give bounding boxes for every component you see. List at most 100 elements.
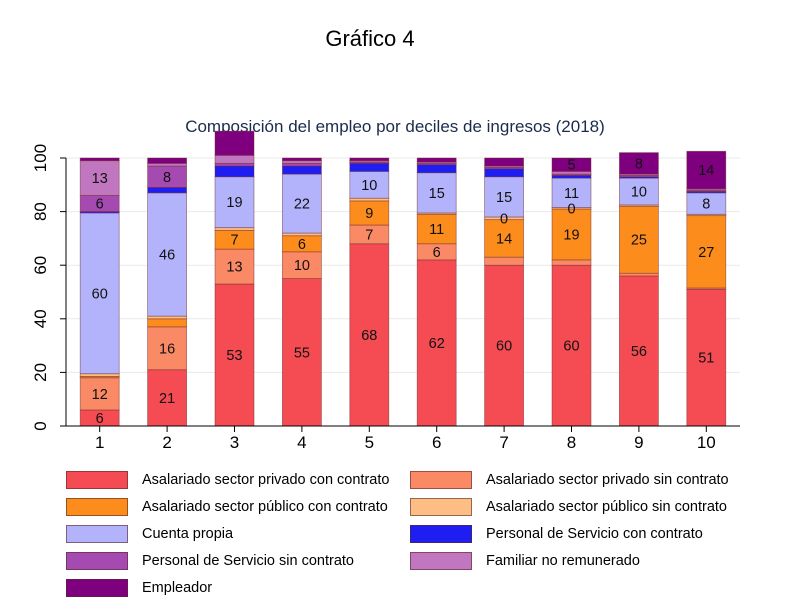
bar-segment: [281, 251, 322, 280]
bar-segment: [79, 157, 120, 162]
x-tick-label: 3: [230, 433, 239, 452]
x-tick-label: 6: [432, 433, 441, 452]
bar-segment: [551, 208, 592, 261]
data-label: 0: [567, 201, 575, 217]
legend-swatch: [66, 552, 128, 570]
data-label: 6: [96, 411, 104, 427]
y-tick-label: 40: [31, 309, 50, 328]
legend-label: Personal de Servicio con contrato: [486, 526, 703, 542]
y-tick-label: 80: [31, 202, 50, 221]
legend-item: Familiar no remunerado: [410, 551, 640, 571]
bar-segment: [619, 272, 659, 277]
legend-item: Asalariado sector público con contrato: [66, 497, 388, 517]
data-label: 10: [631, 185, 647, 201]
legend-label: Familiar no remunerado: [486, 553, 640, 569]
data-label: 55: [294, 345, 310, 361]
y-tick-label: 100: [31, 144, 50, 172]
bar-segment: [281, 173, 322, 234]
data-label: 27: [698, 245, 714, 261]
data-label: 60: [92, 286, 108, 302]
legend-swatch: [66, 525, 128, 543]
bar-segment: [147, 326, 188, 371]
bar-segment: [619, 177, 659, 206]
data-labels-group: 6126061321164685313719551062268791062611…: [92, 156, 715, 427]
data-label: 5: [567, 158, 575, 174]
data-label: 8: [635, 156, 643, 172]
bar-segment: [416, 164, 457, 174]
x-tick-label: 5: [365, 433, 374, 452]
data-label: 6: [96, 197, 104, 213]
legend-label: Asalariado sector privado sin contrato: [486, 472, 729, 488]
data-label: 10: [294, 258, 310, 274]
bar-segment: [214, 162, 255, 167]
legend-swatch: [66, 579, 128, 597]
data-label: 6: [433, 245, 441, 261]
bar-segment: [281, 232, 322, 237]
legend-swatch: [66, 498, 128, 516]
legend-item: Personal de Servicio con contrato: [410, 524, 703, 544]
bar-segment: [551, 259, 592, 266]
data-label: 13: [226, 260, 242, 276]
data-label: 14: [496, 231, 512, 247]
bar-segment: [214, 283, 255, 427]
data-label: 56: [631, 344, 647, 360]
bar-segment: [79, 212, 120, 375]
bar-segment: [281, 162, 322, 167]
page-heading: Gráfico 4: [325, 26, 415, 51]
stacked-bar-chart: Composición del empleo por deciles de in…: [31, 117, 740, 452]
legend-swatch: [410, 471, 472, 489]
legend-label: Cuenta propia: [142, 526, 234, 542]
bar-segment: [349, 162, 390, 172]
bar-segment: [147, 192, 188, 317]
data-label: 16: [159, 341, 175, 357]
x-tick-label: 10: [697, 433, 716, 452]
bar-segment: [214, 176, 255, 229]
bar-segment: [686, 150, 727, 190]
data-label: 7: [365, 227, 373, 243]
data-label: 21: [159, 391, 175, 407]
bar-segment: [484, 256, 525, 266]
data-label: 25: [631, 233, 647, 249]
bar-segment: [147, 157, 188, 164]
data-label: 46: [159, 247, 175, 263]
legend-swatch: [66, 471, 128, 489]
bar-segment: [484, 264, 525, 427]
legend-swatch: [410, 552, 472, 570]
bar-segment: [349, 200, 390, 226]
legend-label: Asalariado sector privado con contrato: [142, 472, 390, 488]
data-label: 68: [361, 328, 377, 344]
data-label: 13: [92, 171, 108, 187]
bar-segment: [281, 160, 322, 164]
bar-segment: [416, 157, 457, 163]
legend-swatch: [410, 525, 472, 543]
data-label: 15: [429, 186, 445, 202]
bar-segment: [484, 219, 525, 258]
data-label: 12: [92, 387, 108, 403]
bar-segment: [281, 157, 322, 162]
data-label: 53: [226, 348, 242, 364]
data-label: 10: [361, 178, 377, 194]
legend-item: Asalariado sector privado con contrato: [66, 470, 389, 490]
data-label: 11: [564, 186, 579, 202]
bar-segment: [416, 213, 457, 245]
bar-segment: [214, 227, 255, 231]
data-label: 14: [698, 163, 714, 179]
bar-segment: [619, 152, 659, 175]
bar-segment: [551, 157, 592, 172]
y-tick-label: 0: [31, 421, 50, 430]
bar-segment: [281, 165, 322, 175]
bar-segment: [214, 165, 255, 178]
data-label: 51: [698, 351, 714, 367]
legend-label: Asalariado sector público sin contrato: [486, 499, 727, 515]
chart-title: Composición del empleo por deciles de in…: [185, 117, 605, 136]
data-label: 11: [429, 222, 444, 238]
data-label: 15: [496, 190, 512, 206]
bar-segment: [79, 373, 120, 377]
x-tick-label: 9: [634, 433, 643, 452]
legend-item: Asalariado sector público sin contrato: [410, 497, 727, 517]
bar-segment: [619, 205, 659, 274]
x-tick-label: 4: [297, 433, 306, 452]
legend-item: Empleador: [66, 578, 212, 598]
bar-segment: [79, 160, 120, 196]
